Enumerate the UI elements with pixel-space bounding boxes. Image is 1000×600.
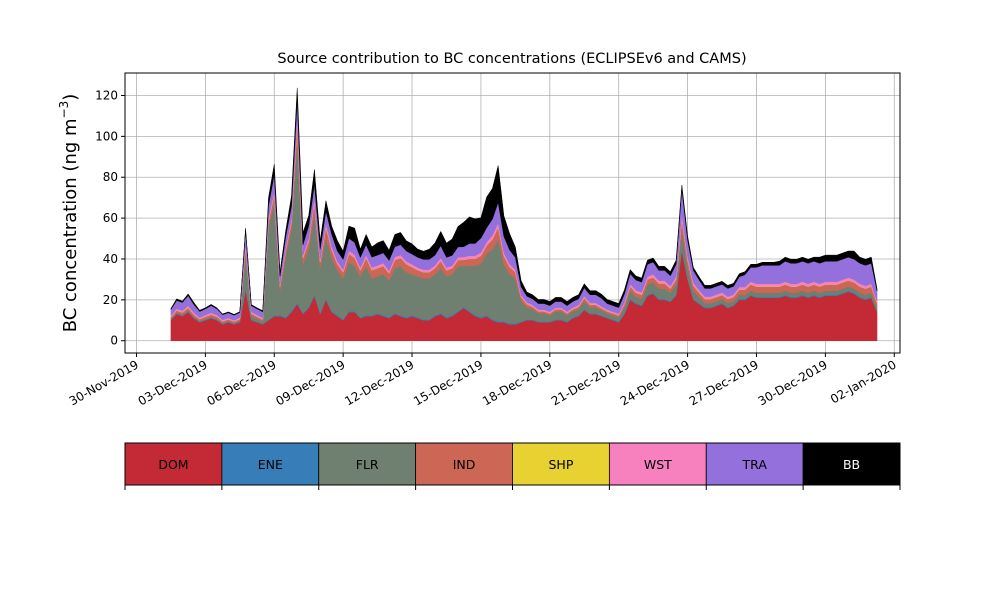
x-tick-label: 30-Dec-2019 xyxy=(756,357,830,408)
legend-swatch-ind xyxy=(415,442,513,486)
legend-label-wst: WST xyxy=(644,457,672,472)
series-area-bb xyxy=(170,87,878,316)
legend-label-ind: IND xyxy=(453,457,476,472)
legend-swatch-dom xyxy=(124,442,223,486)
legend-label-shp: SHP xyxy=(549,457,574,472)
legend-swatch-tra xyxy=(705,442,804,486)
x-tick-label: 21-Dec-2019 xyxy=(549,357,623,408)
x-tick-label: 24-Dec-2019 xyxy=(618,357,692,408)
x-tick-label: 30-Nov-2019 xyxy=(67,357,141,408)
y-axis-label-main: BC concentration (ng m xyxy=(60,118,81,332)
x-tick-label: 15-Dec-2019 xyxy=(411,357,485,408)
x-axis: 30-Nov-201903-Dec-201906-Dec-201909-Dec-… xyxy=(67,353,899,408)
x-tick-label: 06-Dec-2019 xyxy=(204,357,278,408)
x-tick-label: 09-Dec-2019 xyxy=(273,357,347,408)
y-axis: 0 20 40 60 80 100 120 xyxy=(95,88,125,348)
y-tick-label: 60 xyxy=(103,211,118,225)
legend-label-bb: BB xyxy=(843,457,860,472)
y-axis-label: BC concentration (ng m−3) xyxy=(57,94,81,333)
area-layer xyxy=(170,87,878,341)
legend-label-flr: FLR xyxy=(356,457,379,472)
x-tick-label: 02-Jan-2020 xyxy=(828,357,899,406)
y-tick-label: 40 xyxy=(103,252,118,266)
y-tick-label: 80 xyxy=(103,170,118,184)
y-tick-label: 120 xyxy=(95,88,118,102)
y-axis-label-superscript: −3 xyxy=(57,101,71,119)
x-tick-label: 12-Dec-2019 xyxy=(342,357,416,408)
legend-frame xyxy=(124,442,901,486)
legend-label-dom: DOM xyxy=(158,457,188,472)
legend-label-ene: ENE xyxy=(258,457,283,472)
y-tick-label: 0 xyxy=(110,334,118,348)
plot-frame xyxy=(124,72,901,354)
legend: DOM ENE FLR IND SHP WST TRA BB xyxy=(124,442,901,490)
x-tick-label: 03-Dec-2019 xyxy=(136,357,210,408)
y-axis-label-close: ) xyxy=(60,94,81,101)
y-tick-label: 100 xyxy=(95,129,118,143)
legend-swatch-flr xyxy=(318,442,417,486)
x-tick-label: 27-Dec-2019 xyxy=(687,357,761,408)
chart-title: Source contribution to BC concentrations… xyxy=(277,51,746,67)
legend-label-tra: TRA xyxy=(742,457,768,472)
x-tick-label: 18-Dec-2019 xyxy=(480,357,554,408)
y-tick-label: 20 xyxy=(103,293,118,307)
legend-swatch-ene xyxy=(221,442,320,486)
